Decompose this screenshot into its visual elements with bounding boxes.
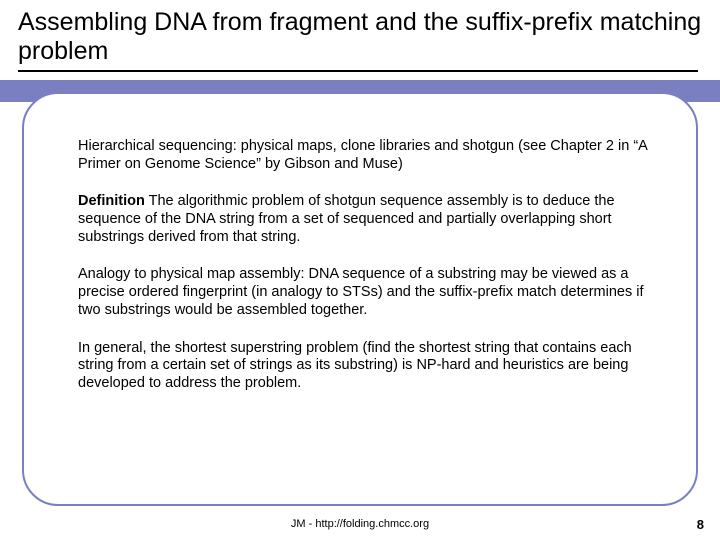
footer-link: JM - http://folding.chmcc.org <box>0 518 720 530</box>
paragraph-1: Hierarchical sequencing: physical maps, … <box>78 138 668 173</box>
page-number: 8 <box>697 517 704 532</box>
slide-title: Assembling DNA from fragment and the suf… <box>18 8 702 66</box>
paragraph-3: Analogy to physical map assembly: DNA se… <box>78 266 668 319</box>
slide: Assembling DNA from fragment and the suf… <box>0 0 720 540</box>
definition-lead: Definition <box>78 193 145 209</box>
body-copy: Hierarchical sequencing: physical maps, … <box>78 138 668 413</box>
title-underline <box>18 70 698 72</box>
title-area: Assembling DNA from fragment and the suf… <box>18 8 702 72</box>
paragraph-4: In general, the shortest superstring pro… <box>78 340 668 393</box>
paragraph-2: Definition The algorithmic problem of sh… <box>78 193 668 246</box>
definition-rest: The algorithmic problem of shotgun seque… <box>78 193 615 244</box>
